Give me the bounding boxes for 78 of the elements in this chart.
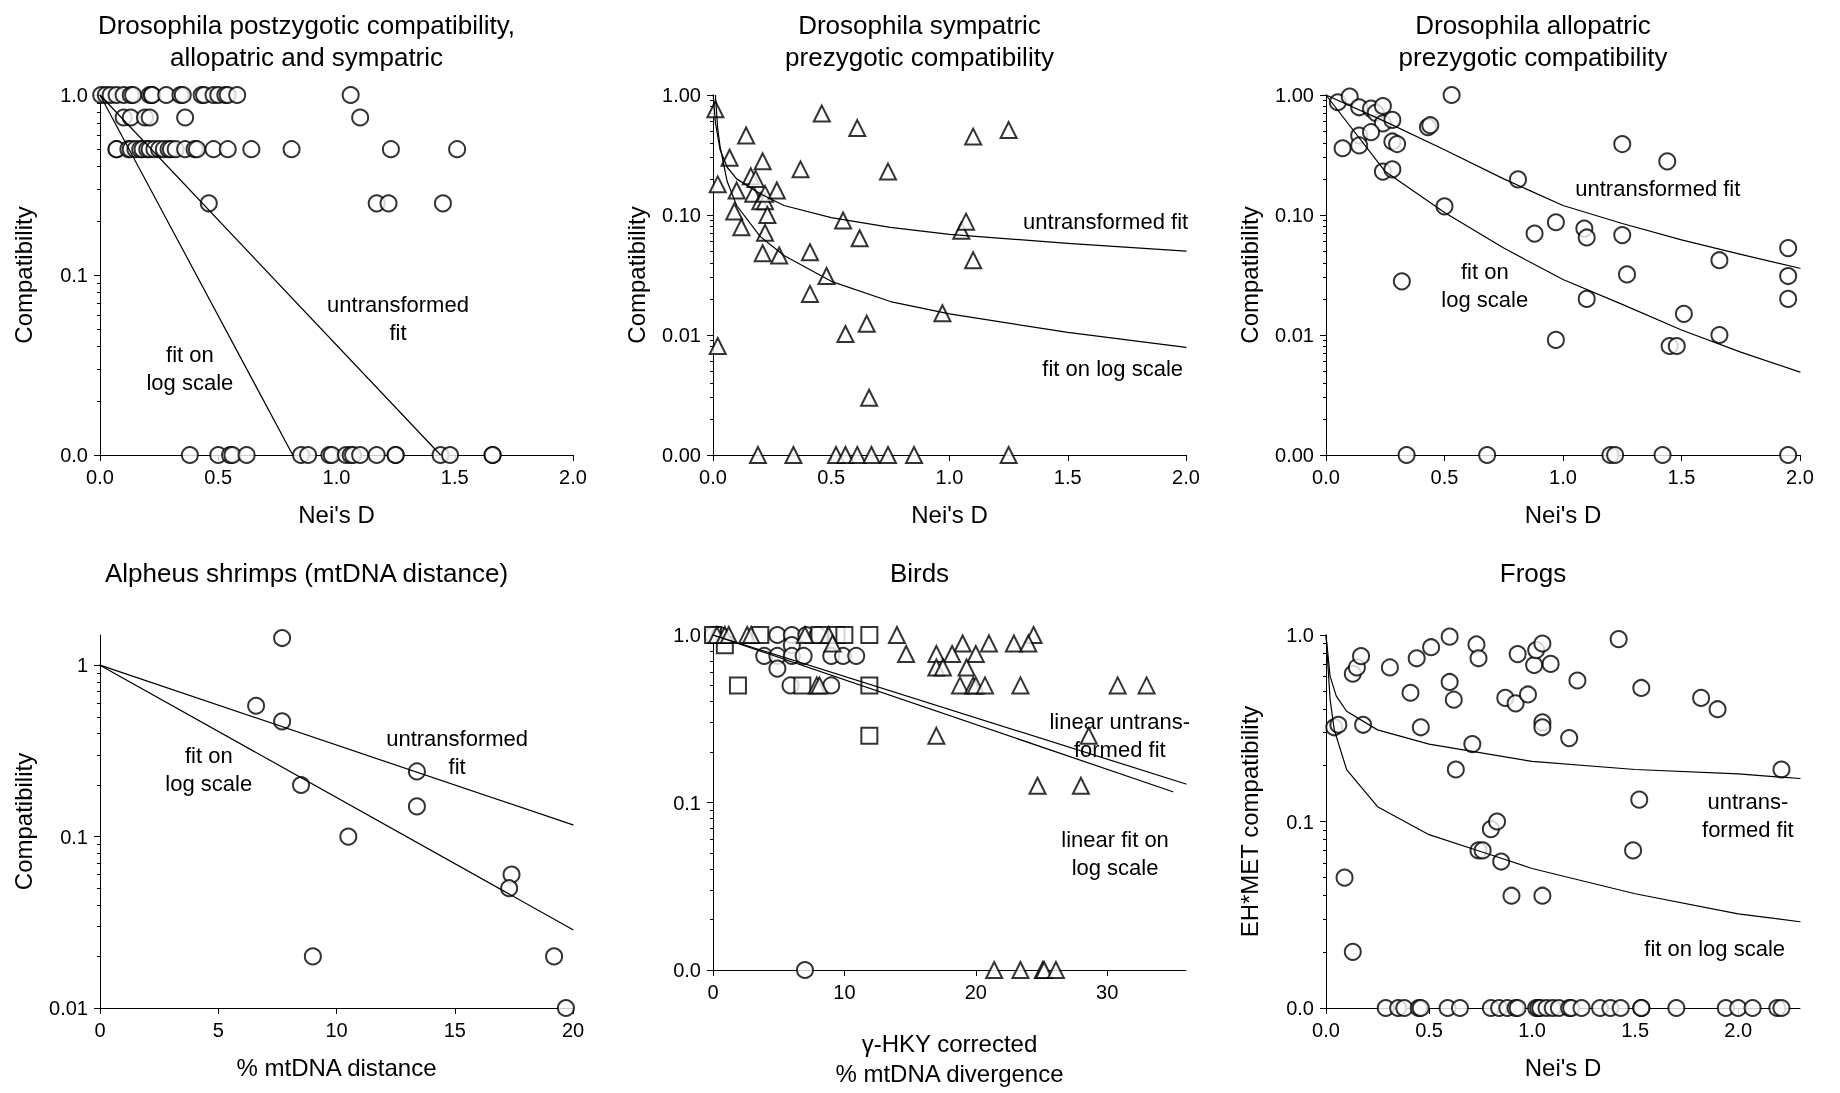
x-tick-label: 1.0 bbox=[1549, 466, 1577, 488]
y-axis-title: EH*MET compatibility bbox=[1235, 705, 1263, 938]
y-axis-title: Compatibility bbox=[1235, 206, 1263, 344]
y-tick-label: 0.00 bbox=[662, 444, 701, 466]
chart-title: Drosophila sympatric prezygotic compatibility bbox=[785, 10, 1054, 72]
y-axis-title: Compatibility bbox=[622, 206, 650, 344]
x-tick-label: 0 bbox=[94, 1019, 106, 1041]
y-axis-title: Compatibility bbox=[9, 752, 37, 891]
x-axis-title: % mtDNA distance bbox=[236, 1053, 437, 1081]
x-tick-label: 0 bbox=[707, 981, 719, 1003]
y-tick-label: 0.0 bbox=[60, 444, 88, 466]
x-tick-label: 1.0 bbox=[322, 466, 351, 488]
annotation: fit on log scale bbox=[1644, 935, 1785, 961]
x-tick-label: 1.5 bbox=[440, 466, 469, 488]
annotation: untransformed fit bbox=[1575, 176, 1741, 202]
y-axis-title: Compatibility bbox=[9, 206, 37, 344]
annotation: fit on log scale bbox=[146, 342, 234, 396]
x-tick-label: 2.0 bbox=[559, 466, 587, 488]
annotation: untransformed fit bbox=[1023, 208, 1189, 234]
x-tick-label: 20 bbox=[561, 1019, 585, 1041]
x-tick-label: 0.0 bbox=[1312, 466, 1340, 488]
annotation: linear fit on log scale bbox=[1061, 826, 1169, 880]
x-tick-label: 20 bbox=[964, 981, 987, 1003]
x-tick-label: 2.0 bbox=[1786, 466, 1814, 488]
x-tick-label: 1.5 bbox=[1621, 1019, 1650, 1041]
annotation: fit on log scale bbox=[1042, 356, 1184, 382]
x-tick-label: 1.0 bbox=[935, 466, 964, 488]
x-tick-label: 0.0 bbox=[86, 466, 114, 488]
x-axis-title: Nei's D bbox=[911, 500, 988, 528]
x-axis-title: Nei's D bbox=[298, 500, 375, 528]
x-tick-label: 0.5 bbox=[204, 466, 233, 488]
annotation: untrans- formed fit bbox=[1702, 789, 1794, 843]
y-tick-label: 0.01 bbox=[49, 997, 88, 1019]
y-tick-label: 0.1 bbox=[1286, 810, 1314, 833]
y-tick-label: 0.10 bbox=[1275, 204, 1314, 226]
x-tick-label: 1.5 bbox=[1053, 466, 1082, 488]
y-tick-label: 1.00 bbox=[662, 84, 701, 106]
x-tick-label: 0.5 bbox=[817, 466, 846, 488]
x-tick-label: 10 bbox=[325, 1019, 348, 1041]
x-tick-label: 2.0 bbox=[1724, 1019, 1753, 1041]
y-tick-label: 1.0 bbox=[60, 84, 88, 106]
y-tick-label: 1.0 bbox=[1286, 624, 1314, 646]
y-tick-label: 0.1 bbox=[673, 791, 701, 814]
y-tick-label: 1.0 bbox=[673, 624, 701, 646]
chart-title: Alpheus shrimps (mtDNA distance) bbox=[104, 558, 509, 588]
chart-title: Drosophila allopatric prezygotic compatibility bbox=[1398, 10, 1668, 72]
x-tick-label: 15 bbox=[443, 1019, 466, 1041]
x-axis-title: γ-HKY corrected % mtDNA divergence bbox=[835, 1029, 1064, 1087]
annotation: untransformed fit bbox=[386, 725, 529, 779]
x-tick-label: 0.5 bbox=[1415, 1019, 1443, 1041]
y-tick-label: 0.10 bbox=[662, 204, 701, 226]
annotation: fit on log scale bbox=[1441, 259, 1529, 313]
x-tick-label: 0.0 bbox=[699, 466, 727, 488]
x-tick-label: 2.0 bbox=[1172, 466, 1200, 488]
x-tick-label: 0.5 bbox=[1430, 466, 1459, 488]
y-tick-label: 1.00 bbox=[1275, 84, 1314, 106]
y-tick-label: 0.01 bbox=[662, 324, 701, 346]
y-tick-label: 0.1 bbox=[60, 264, 88, 286]
y-tick-label: 1 bbox=[76, 654, 88, 677]
x-tick-label: 30 bbox=[1096, 981, 1119, 1003]
y-tick-label: 0.01 bbox=[1275, 324, 1314, 346]
x-tick-label: 1.5 bbox=[1667, 466, 1696, 488]
x-tick-label: 10 bbox=[833, 981, 856, 1003]
annotation: untransformed fit bbox=[327, 291, 469, 345]
x-tick-label: 5 bbox=[212, 1019, 224, 1041]
x-tick-label: 0.0 bbox=[1312, 1019, 1340, 1041]
x-tick-label: 1.0 bbox=[1518, 1019, 1546, 1041]
x-axis-title: Nei's D bbox=[1524, 500, 1602, 528]
y-tick-label: 0.0 bbox=[673, 959, 701, 981]
chart-title: Drosophila postzygotic compatibility, allopatric and sympatric bbox=[97, 10, 516, 72]
annotation: linear untrans- formed fit bbox=[1049, 708, 1191, 762]
y-tick-label: 0.00 bbox=[1275, 444, 1314, 466]
y-tick-label: 0.0 bbox=[1286, 997, 1314, 1019]
y-tick-label: 0.1 bbox=[60, 825, 88, 848]
x-axis-title: Nei's D bbox=[1524, 1053, 1602, 1081]
chart-title: Birds bbox=[889, 558, 950, 588]
chart-title: Frogs bbox=[1499, 558, 1567, 588]
annotation: fit on log scale bbox=[165, 742, 253, 796]
